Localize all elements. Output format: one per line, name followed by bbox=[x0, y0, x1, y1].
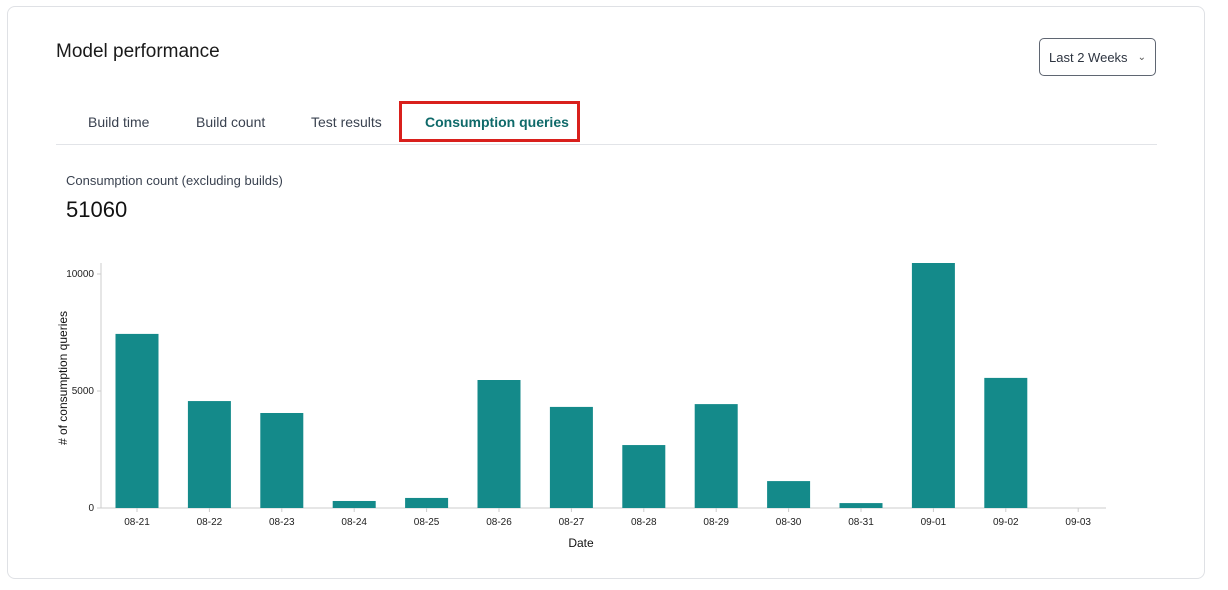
x-tick-label: 08-23 bbox=[269, 517, 295, 528]
bar-08-21 bbox=[115, 333, 159, 508]
y-tick-label: 5000 bbox=[72, 386, 95, 397]
x-tick-label: 08-30 bbox=[776, 517, 802, 528]
x-tick-label: 08-31 bbox=[848, 517, 874, 528]
bar-08-28 bbox=[622, 445, 666, 508]
x-tick-label: 09-01 bbox=[921, 517, 947, 528]
x-tick-label: 08-21 bbox=[124, 517, 150, 528]
y-tick-label: 0 bbox=[88, 503, 94, 514]
bar-08-24 bbox=[332, 500, 376, 508]
x-tick-label: 08-27 bbox=[559, 517, 585, 528]
bar-08-31 bbox=[839, 503, 883, 508]
metric-value: 51060 bbox=[66, 197, 128, 222]
model-performance-card bbox=[7, 6, 1205, 579]
highlight-box bbox=[399, 101, 580, 142]
bar-09-01 bbox=[911, 263, 955, 508]
metric-label: Consumption count (excluding builds) bbox=[66, 173, 283, 188]
x-axis-label: Date bbox=[568, 536, 594, 550]
bar-09-02 bbox=[984, 377, 1028, 508]
x-tick-label: 08-28 bbox=[631, 517, 657, 528]
x-tick-label: 08-26 bbox=[486, 517, 512, 528]
x-tick-label: 08-29 bbox=[703, 517, 729, 528]
chevron-down-icon: ⌄ bbox=[1137, 51, 1146, 63]
x-tick-label: 09-02 bbox=[993, 517, 1019, 528]
bar-08-25 bbox=[405, 497, 449, 508]
dropdown-value: Last 2 Weeks bbox=[1049, 49, 1128, 65]
tab-build-count[interactable]: Build count bbox=[196, 114, 266, 130]
x-tick-label: 08-22 bbox=[197, 517, 223, 528]
tab-consumption-queries[interactable]: Consumption queries bbox=[425, 114, 569, 130]
tab-test-results[interactable]: Test results bbox=[311, 114, 382, 130]
date-range-dropdown[interactable]: Last 2 Weeks ⌄ bbox=[1039, 38, 1156, 76]
y-tick-label: 10000 bbox=[66, 269, 94, 280]
x-tick-label: 08-25 bbox=[414, 517, 440, 528]
bar-08-29 bbox=[694, 404, 738, 508]
card-title: Model performance bbox=[56, 41, 220, 62]
tab-build-time[interactable]: Build time bbox=[88, 114, 150, 130]
bar-08-23 bbox=[260, 412, 304, 508]
bar-08-26 bbox=[477, 380, 521, 508]
x-tick-label: 08-24 bbox=[341, 517, 367, 528]
bar-08-22 bbox=[187, 401, 231, 508]
y-axis-label: # of consumption queries bbox=[56, 311, 70, 445]
x-tick-label: 09-03 bbox=[1065, 517, 1091, 528]
bar-08-30 bbox=[767, 481, 811, 508]
tab-bar: Build time Build count Test results Cons… bbox=[56, 100, 1157, 145]
bar-08-27 bbox=[549, 406, 593, 508]
